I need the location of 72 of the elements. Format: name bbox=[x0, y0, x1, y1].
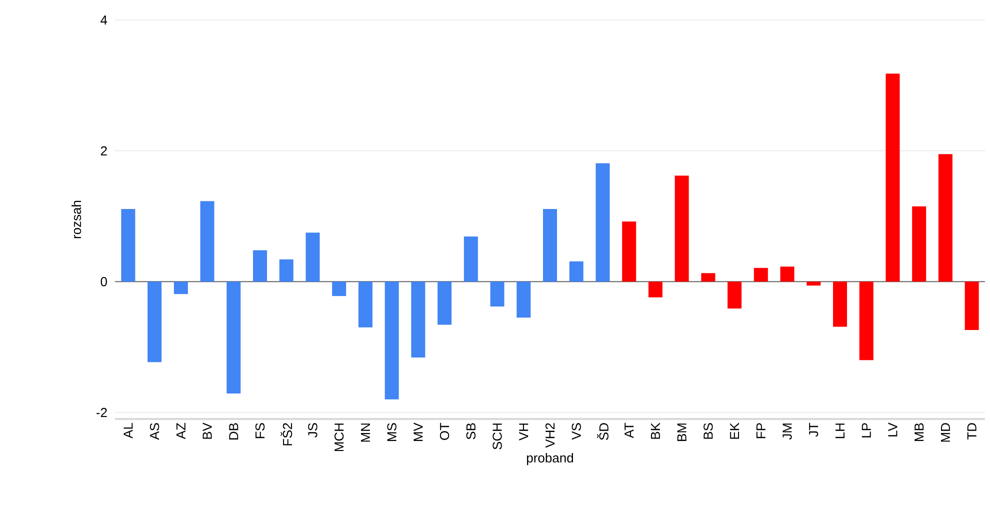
x-tick-label: SCH bbox=[492, 424, 502, 450]
bar bbox=[543, 209, 558, 282]
y-tick-label: -2 bbox=[96, 408, 107, 417]
x-tick-label: AZ bbox=[176, 422, 186, 440]
x-tick-label: VH bbox=[519, 424, 528, 441]
x-tick-label: MS bbox=[387, 423, 396, 441]
x-tick-label: VH2 bbox=[545, 423, 555, 448]
x-tick-label: LV bbox=[888, 422, 898, 436]
x-tick-label: LP bbox=[862, 423, 871, 438]
x-tick-label: BK bbox=[650, 422, 660, 439]
x-tick-label: JM bbox=[782, 424, 792, 440]
x-tick-label: VS bbox=[572, 423, 581, 440]
bar bbox=[200, 201, 214, 282]
x-tick-label: SB bbox=[466, 423, 476, 440]
bar bbox=[780, 266, 794, 282]
x-tick-label: AS bbox=[150, 423, 160, 440]
x-tick-label: MD bbox=[940, 423, 950, 442]
bar bbox=[306, 232, 320, 282]
bar bbox=[964, 282, 979, 330]
y-axis-title: rozsah bbox=[72, 200, 82, 238]
bar bbox=[859, 282, 874, 360]
y-tick-label: 0 bbox=[100, 277, 107, 286]
x-tick-label: MV bbox=[414, 422, 423, 441]
bar bbox=[569, 261, 584, 282]
bar bbox=[938, 154, 952, 282]
bar bbox=[384, 282, 399, 400]
bar bbox=[464, 236, 478, 282]
x-tick-label: LH bbox=[836, 424, 844, 438]
bar bbox=[253, 250, 268, 282]
x-tick-label: OT bbox=[440, 422, 450, 440]
bar bbox=[886, 74, 900, 282]
bar bbox=[674, 176, 689, 282]
x-tick-label: JS bbox=[308, 423, 318, 438]
x-tick-label: FS bbox=[255, 423, 265, 438]
bar bbox=[596, 163, 610, 282]
x-tick-label: TD bbox=[967, 423, 976, 440]
bar bbox=[411, 282, 426, 358]
bar bbox=[148, 282, 162, 362]
y-tick-label: 4 bbox=[100, 16, 108, 24]
bar bbox=[279, 259, 294, 282]
bar bbox=[833, 282, 848, 327]
x-axis-title: proband bbox=[526, 452, 574, 466]
bar bbox=[490, 282, 504, 306]
x-tick-label: AL bbox=[124, 422, 133, 438]
bar bbox=[174, 282, 188, 294]
bar bbox=[332, 282, 346, 296]
x-tick-label: BM bbox=[677, 424, 686, 441]
x-tick-label: ŠD bbox=[596, 423, 608, 440]
x-tick-label: MB bbox=[914, 423, 924, 441]
bar bbox=[754, 268, 768, 282]
bar bbox=[438, 282, 452, 325]
x-tick-label: FP bbox=[756, 423, 766, 438]
bar bbox=[622, 221, 636, 282]
x-tick-label: DB bbox=[229, 423, 238, 440]
x-tick-label: MCH bbox=[334, 424, 344, 452]
x-tick-label: MN bbox=[360, 424, 370, 442]
bar bbox=[728, 282, 742, 308]
bar bbox=[912, 206, 926, 282]
bar bbox=[226, 282, 241, 394]
bar bbox=[358, 282, 372, 328]
x-tick-label: AT bbox=[624, 422, 634, 438]
bar bbox=[701, 273, 716, 282]
bar bbox=[648, 282, 662, 298]
x-tick-label: EK bbox=[730, 422, 740, 439]
bar bbox=[516, 282, 531, 318]
x-tick-label: JT bbox=[809, 422, 818, 437]
x-tick-label: BS bbox=[704, 423, 713, 439]
y-tick-label: 2 bbox=[100, 146, 107, 156]
x-tick-label: FŠ2 bbox=[280, 423, 292, 446]
bar bbox=[806, 282, 821, 286]
x-tick-label: BV bbox=[202, 422, 212, 439]
bar bbox=[121, 209, 136, 282]
